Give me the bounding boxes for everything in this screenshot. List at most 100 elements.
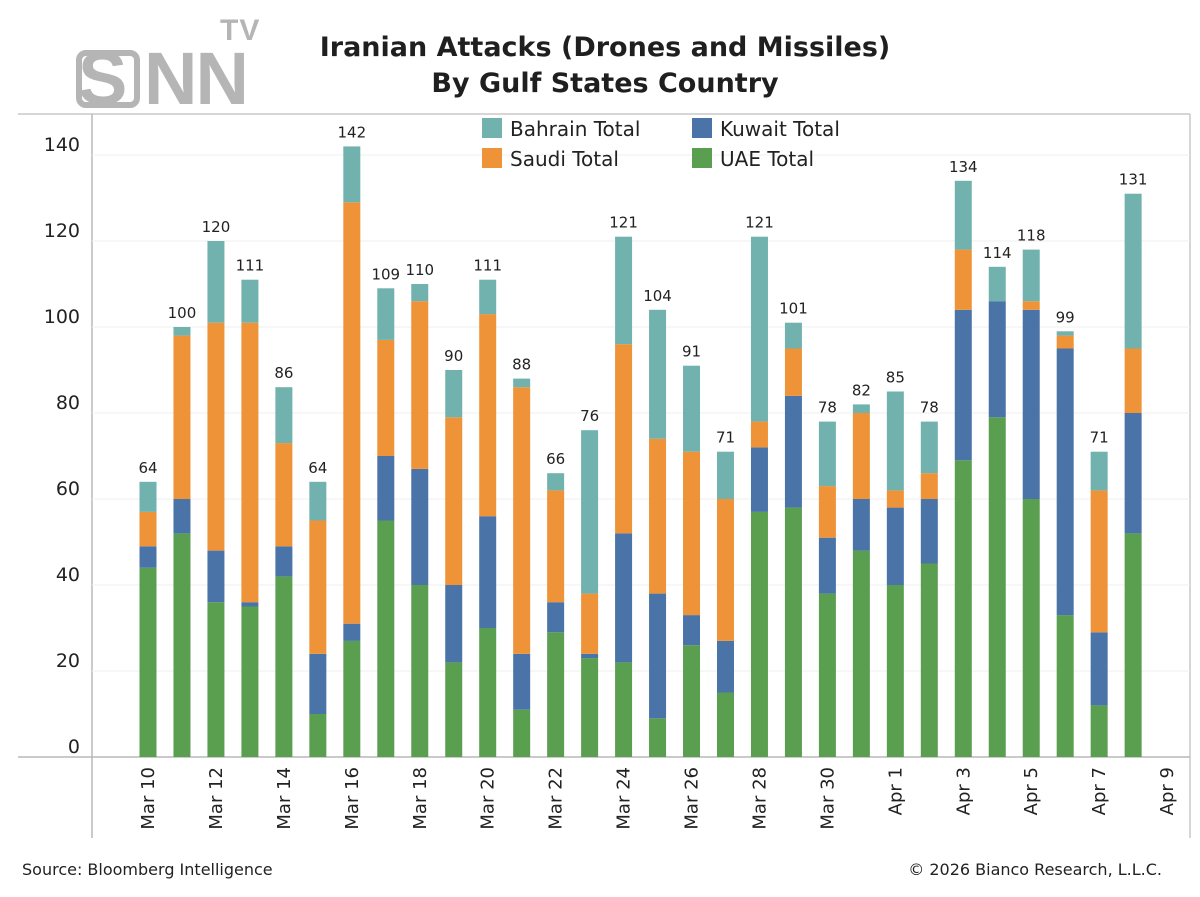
bar-segment-uae-total xyxy=(343,640,361,757)
bar-segment-bahrain-total xyxy=(309,481,327,521)
bar-segment-kuwait-total xyxy=(377,456,395,521)
y-tick-label: 0 xyxy=(68,736,80,758)
bar-segment-bahrain-total xyxy=(411,284,429,302)
y-tick-label: 40 xyxy=(56,564,80,586)
y-tick-label: 120 xyxy=(44,220,80,242)
total-label: 101 xyxy=(779,300,808,318)
chart-title: Iranian Attacks (Drones and Missiles) xyxy=(319,32,891,63)
y-tick-label: 20 xyxy=(56,650,80,672)
bar-segment-uae-total xyxy=(411,585,429,757)
bar-segment-uae-total xyxy=(1124,533,1142,757)
bar-segment-bahrain-total xyxy=(615,236,633,345)
total-label: 109 xyxy=(371,265,400,283)
legend-item: Bahrain Total xyxy=(482,117,640,141)
bar-stack xyxy=(547,473,565,757)
bar-stack xyxy=(920,421,938,757)
bar-stack xyxy=(343,146,361,757)
bar-segment-bahrain-total xyxy=(716,451,734,499)
bar-segment-saudi-total xyxy=(581,593,599,654)
bar-segment-bahrain-total xyxy=(377,288,395,340)
bar-stack xyxy=(716,451,734,757)
bar-stack xyxy=(750,236,768,757)
bar-segment-kuwait-total xyxy=(886,507,904,585)
total-label: 118 xyxy=(1017,227,1046,245)
bar-segment-saudi-total xyxy=(309,520,327,654)
bar-segment-kuwait-total xyxy=(1124,413,1142,534)
bar-stack xyxy=(479,279,497,757)
bar-segment-saudi-total xyxy=(920,473,938,499)
bar-stack xyxy=(207,241,225,757)
bar-segment-kuwait-total xyxy=(683,615,701,646)
bar-segment-bahrain-total xyxy=(920,421,938,474)
x-axis-ticks: Mar 10 Mar 12 Mar 14 Mar 16 Mar 18 Mar 20 Mar … xyxy=(138,767,1178,830)
bar-segment-bahrain-total xyxy=(750,236,768,422)
bar-segment-kuwait-total xyxy=(173,499,191,534)
data-labels: 64 100 120 111 86 64 142 109 110 90 111 88 66 76 121 10… xyxy=(138,123,1147,476)
bar-segment-uae-total xyxy=(173,533,191,757)
x-tick-label: Apr 3 xyxy=(953,767,974,815)
bar-segment-saudi-total xyxy=(818,486,836,538)
x-tick-label: Mar 20 xyxy=(478,767,499,830)
total-label: 111 xyxy=(236,257,265,275)
y-tick-label: 80 xyxy=(56,392,80,414)
bar-segment-saudi-total xyxy=(241,322,259,603)
bar-segment-bahrain-total xyxy=(479,279,497,315)
total-label: 66 xyxy=(546,450,565,468)
x-tick-label: Apr 7 xyxy=(1089,767,1110,815)
legend-label: Saudi Total xyxy=(510,147,619,171)
bar-segment-bahrain-total xyxy=(649,309,667,439)
bar-segment-uae-total xyxy=(716,692,734,757)
bar-stack xyxy=(852,404,870,757)
total-label: 111 xyxy=(473,257,502,275)
bar-segment-bahrain-total xyxy=(818,421,836,487)
bar-segment-uae-total xyxy=(513,709,531,757)
legend-swatch xyxy=(482,148,502,168)
snn-tv-logo: TV S NN xyxy=(76,14,259,116)
bar-segment-bahrain-total xyxy=(1056,331,1074,336)
bar-segment-saudi-total xyxy=(615,344,633,534)
total-label: 120 xyxy=(202,218,231,236)
bar-segment-kuwait-total xyxy=(750,447,768,512)
bar-segment-bahrain-total xyxy=(886,391,904,491)
bar-segment-bahrain-total xyxy=(852,404,870,413)
bar-segment-kuwait-total xyxy=(547,602,565,633)
source-note: Source: Bloomberg Intelligence xyxy=(22,860,273,879)
bar-stack xyxy=(1090,451,1108,757)
x-tick-label: Apr 5 xyxy=(1021,767,1042,815)
bar-segment-kuwait-total xyxy=(954,309,972,461)
chart-title-block: Iranian Attacks (Drones and Missiles) By… xyxy=(300,30,910,102)
x-tick-label: Mar 26 xyxy=(682,767,703,830)
y-tick-label: 100 xyxy=(44,306,80,328)
bar-segment-kuwait-total xyxy=(513,653,531,710)
bar-segment-bahrain-total xyxy=(241,279,259,323)
bar-segment-kuwait-total xyxy=(581,653,599,659)
total-label: 90 xyxy=(444,347,463,365)
bar-segment-saudi-total xyxy=(1056,335,1074,349)
bar-segment-saudi-total xyxy=(649,438,667,594)
bar-segment-bahrain-total xyxy=(173,327,191,336)
bar-segment-kuwait-total xyxy=(649,593,667,719)
bar-stack xyxy=(683,365,701,757)
y-axis-ticks: 0 20 40 60 80 100 120 140 xyxy=(44,134,80,758)
legend-label: Bahrain Total xyxy=(510,117,640,141)
logo-tv-text: TV xyxy=(220,14,261,47)
total-label: 131 xyxy=(1119,171,1148,189)
total-label: 71 xyxy=(716,429,735,447)
bar-segment-bahrain-total xyxy=(1090,451,1108,491)
bar-segment-bahrain-total xyxy=(547,473,565,491)
bar-segment-uae-total xyxy=(988,417,1006,757)
bar-segment-saudi-total xyxy=(173,335,191,499)
bar-segment-uae-total xyxy=(784,507,802,757)
x-tick-label: Mar 18 xyxy=(410,767,431,830)
total-label: 142 xyxy=(337,123,366,141)
bar-segment-kuwait-total xyxy=(411,468,429,585)
bar-segment-kuwait-total xyxy=(479,516,497,628)
bar-segment-uae-total xyxy=(920,563,938,757)
bar-stack xyxy=(954,180,972,757)
legend-swatch xyxy=(482,118,502,138)
total-label: 82 xyxy=(852,381,871,399)
bar-segment-bahrain-total xyxy=(139,481,157,512)
bar-segment-kuwait-total xyxy=(207,550,225,603)
bar-segment-uae-total xyxy=(241,606,259,757)
